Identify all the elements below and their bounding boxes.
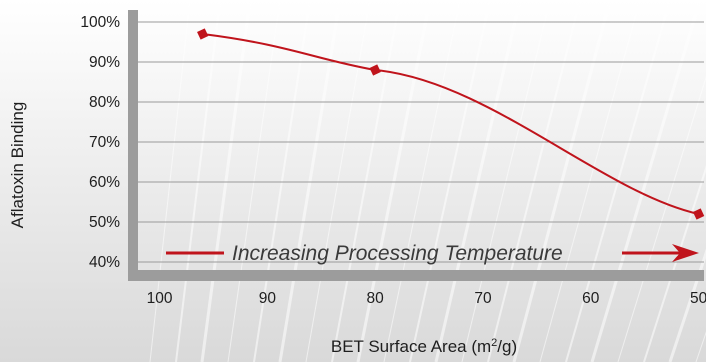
background-ray [512,0,612,362]
background-ray [487,0,581,362]
background-ray [305,0,371,362]
y-tick-label: 70% [89,134,120,151]
annotation: Increasing Processing Temperature [166,242,699,265]
background-ray [356,0,432,362]
background-ray [227,0,281,362]
x-axis-label-superscript: 2 [491,337,497,349]
y-tick-label: 80% [89,94,120,111]
background-ray [383,0,461,362]
background-ray [590,0,702,362]
x-tick-labels: 100 90 80 70 60 50 [147,290,706,307]
y-axis-bar [128,10,138,281]
background-ray [149,0,191,362]
data-point [197,28,209,40]
annotation-text: Increasing Processing Temperature [232,242,563,265]
background-ray [434,0,522,362]
x-tick-label: 60 [582,290,600,307]
background-ray [643,165,706,362]
background-ray [175,0,221,362]
background-ray [461,0,551,362]
background-ray [617,75,706,362]
series-layer [197,28,705,220]
background-ray [539,0,641,362]
y-tick-label: 50% [89,214,120,231]
background-ray [253,0,311,362]
x-tick-label: 100 [147,290,173,307]
annotation-arrow-head [672,244,699,262]
x-axis-bar [138,270,704,281]
y-tick-labels: 40% 50% 60% 70% 80% 90% 100% [80,14,120,271]
x-tick-label: 80 [367,290,385,307]
x-tick-label: 70 [474,290,492,307]
data-point [369,64,381,76]
x-tick-label: 90 [259,290,277,307]
background-ray [409,0,491,362]
y-tick-label: 40% [89,254,120,271]
gridlines [138,21,704,263]
background-rays [149,0,706,362]
y-tick-label: 60% [89,174,120,191]
x-axis-label-unit: /g) [497,337,517,356]
x-axis-label: BET Surface Area (m2/g) [331,337,517,356]
series-line [202,33,699,215]
data-point [692,208,705,220]
background-ray [200,0,252,362]
y-tick-label: 90% [89,54,120,71]
background-ray [331,0,401,362]
x-axis-label-text: BET Surface Area (m [331,337,491,356]
x-tick-label: 50 [690,290,706,307]
y-tick-label: 100% [80,14,120,31]
y-axis-label: Aflatoxin Binding [8,102,27,229]
background-ray [668,248,706,362]
